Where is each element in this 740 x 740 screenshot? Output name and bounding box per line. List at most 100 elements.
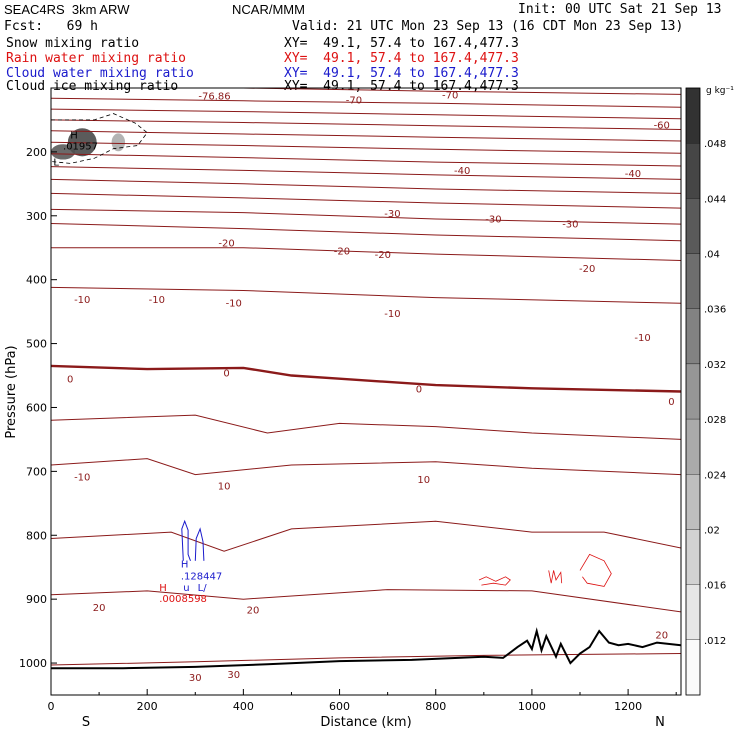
extremum-annotation: u bbox=[183, 583, 189, 594]
isotherm-line bbox=[51, 130, 681, 142]
cloud-ice-outline bbox=[51, 113, 148, 164]
isotherm-label: 10 bbox=[218, 481, 231, 492]
colorbar-tick-label: .044 bbox=[704, 194, 726, 205]
x-tick-label: 400 bbox=[233, 700, 254, 713]
isotherm-label: -30 bbox=[562, 219, 578, 230]
colorbar-tick-label: .032 bbox=[704, 360, 726, 371]
colorbar-band bbox=[685, 143, 701, 199]
axes: 0 200 400 600 800 1000 12002003004005006007008… bbox=[19, 146, 677, 713]
isotherm-line bbox=[51, 364, 681, 393]
colorbar-tick-label: .016 bbox=[704, 581, 726, 592]
isotherm-line bbox=[51, 141, 681, 154]
forecast-hour: Fcst: 69 h bbox=[4, 19, 98, 34]
isotherm-line bbox=[51, 153, 681, 167]
extremum-annotation: .0008598 bbox=[159, 594, 207, 605]
isotherm-line bbox=[51, 247, 681, 261]
rain-contour bbox=[478, 576, 511, 586]
x-tick-label: 1200 bbox=[614, 700, 642, 713]
isotherm-label: 20 bbox=[93, 603, 106, 614]
colorbar-tick-label: .02 bbox=[704, 525, 720, 536]
isotherm-line bbox=[51, 108, 681, 120]
y-tick-label: 300 bbox=[26, 210, 47, 223]
contour-labels: -76.86 -70 -70 -60 -40 -40 -30 -30 -30 -20 -20 -20 -… bbox=[53, 90, 674, 684]
isotherm-label: -20 bbox=[334, 246, 350, 257]
x-tick-label: 800 bbox=[425, 700, 446, 713]
x-axis-label: Distance (km) bbox=[320, 715, 411, 730]
extremum-annotation: H bbox=[159, 583, 167, 594]
isotherm-label: -10 bbox=[634, 333, 650, 344]
colorbar: .012 .016 .02 .024 .028 .032 .036 .04 .044 .048 bbox=[685, 87, 726, 696]
cloud-contours bbox=[51, 113, 612, 587]
y-tick-label: 700 bbox=[26, 465, 47, 478]
colorbar-tick-label: .024 bbox=[704, 470, 726, 481]
isotherm-label: -20 bbox=[579, 264, 595, 275]
colorbar-frame bbox=[685, 87, 701, 696]
x-tick-label: 200 bbox=[137, 700, 158, 713]
x-tick-label: 0 bbox=[48, 700, 55, 713]
isotherm-label: -70 bbox=[442, 90, 458, 101]
y-tick-label: 200 bbox=[26, 146, 47, 159]
isotherm-label: -30 bbox=[384, 209, 400, 220]
isotherm-line bbox=[51, 520, 681, 552]
isotherm-line bbox=[51, 166, 681, 180]
extremum-annotation: .128447 bbox=[181, 572, 222, 583]
colorbar-band bbox=[685, 529, 701, 585]
colorbar-band bbox=[685, 363, 701, 420]
isotherm-label: -40 bbox=[454, 166, 470, 177]
colorbar-tick-label: .04 bbox=[704, 250, 720, 261]
isotherm-label: -10 bbox=[74, 472, 90, 483]
colorbar-band bbox=[685, 253, 701, 309]
field-snow-xy: XY= 49.1, 57.4 to 167.4,477.3 bbox=[284, 36, 519, 51]
isotherm-label: -60 bbox=[654, 120, 670, 131]
extremum-annotation: H bbox=[181, 559, 189, 570]
isotherm-line bbox=[51, 458, 681, 476]
isotherm-label: -20 bbox=[375, 250, 391, 261]
model-title: SEAC4RS 3km ARW bbox=[4, 2, 130, 17]
y-axis-label: Pressure (hPa) bbox=[4, 345, 19, 438]
y-tick-label: 500 bbox=[26, 338, 47, 351]
x-end-right: N bbox=[655, 715, 665, 730]
y-tick-label: 600 bbox=[26, 401, 47, 414]
temperature-isotherms bbox=[51, 88, 681, 666]
colorbar-tick-label: .028 bbox=[704, 415, 726, 426]
isotherm-line bbox=[51, 653, 681, 666]
isotherm-line bbox=[192, 88, 681, 95]
snow-shading-layer bbox=[51, 128, 126, 160]
colorbar-band bbox=[685, 198, 701, 254]
field-cloud-water-name: Cloud water mixing ratio bbox=[6, 66, 194, 81]
snow-blob bbox=[51, 144, 76, 160]
isotherm-line bbox=[51, 414, 681, 440]
snow-blob bbox=[67, 128, 97, 157]
isotherm-line bbox=[51, 223, 681, 242]
isotherm-label: -10 bbox=[74, 295, 90, 306]
y-tick-label: 1000 bbox=[19, 657, 47, 670]
isotherm-label: -20 bbox=[218, 239, 234, 250]
isotherm-label: 30 bbox=[227, 670, 240, 681]
isotherm-label: 30 bbox=[189, 673, 202, 684]
colorbar-band bbox=[685, 639, 701, 696]
extremum-annotation: H bbox=[70, 131, 78, 142]
org-title: NCAR/MMM bbox=[232, 2, 305, 17]
field-snow-name: Snow mixing ratio bbox=[6, 36, 140, 51]
field-cloud-water-xy: XY= 49.1, 57.4 to 167.4,477.3 bbox=[284, 66, 519, 81]
isotherm-label: 20 bbox=[247, 605, 260, 616]
colorbar-band bbox=[685, 418, 701, 475]
isotherm-label: -30 bbox=[485, 214, 501, 225]
y-tick-label: 800 bbox=[26, 529, 47, 542]
isotherm-label: -10 bbox=[226, 299, 242, 310]
colorbar-tick-label: .012 bbox=[704, 636, 726, 647]
colorbar-tick-label: .048 bbox=[704, 139, 726, 150]
isotherm-label: 0 bbox=[416, 384, 422, 395]
colorbar-tick-label: .036 bbox=[704, 305, 726, 316]
isotherm-label: -76.86 bbox=[198, 92, 230, 103]
isotherm-label: -40 bbox=[625, 169, 641, 180]
y-tick-label: 900 bbox=[26, 593, 47, 606]
isotherm-line bbox=[51, 286, 681, 304]
plot-frame bbox=[50, 87, 682, 696]
x-tick-label: 1000 bbox=[518, 700, 546, 713]
isotherm-label: 10 bbox=[417, 475, 430, 486]
cloud-water-contour bbox=[194, 527, 205, 561]
isotherm-line bbox=[51, 192, 681, 209]
x-tick-label: 600 bbox=[329, 700, 350, 713]
rain-contour bbox=[579, 553, 612, 587]
